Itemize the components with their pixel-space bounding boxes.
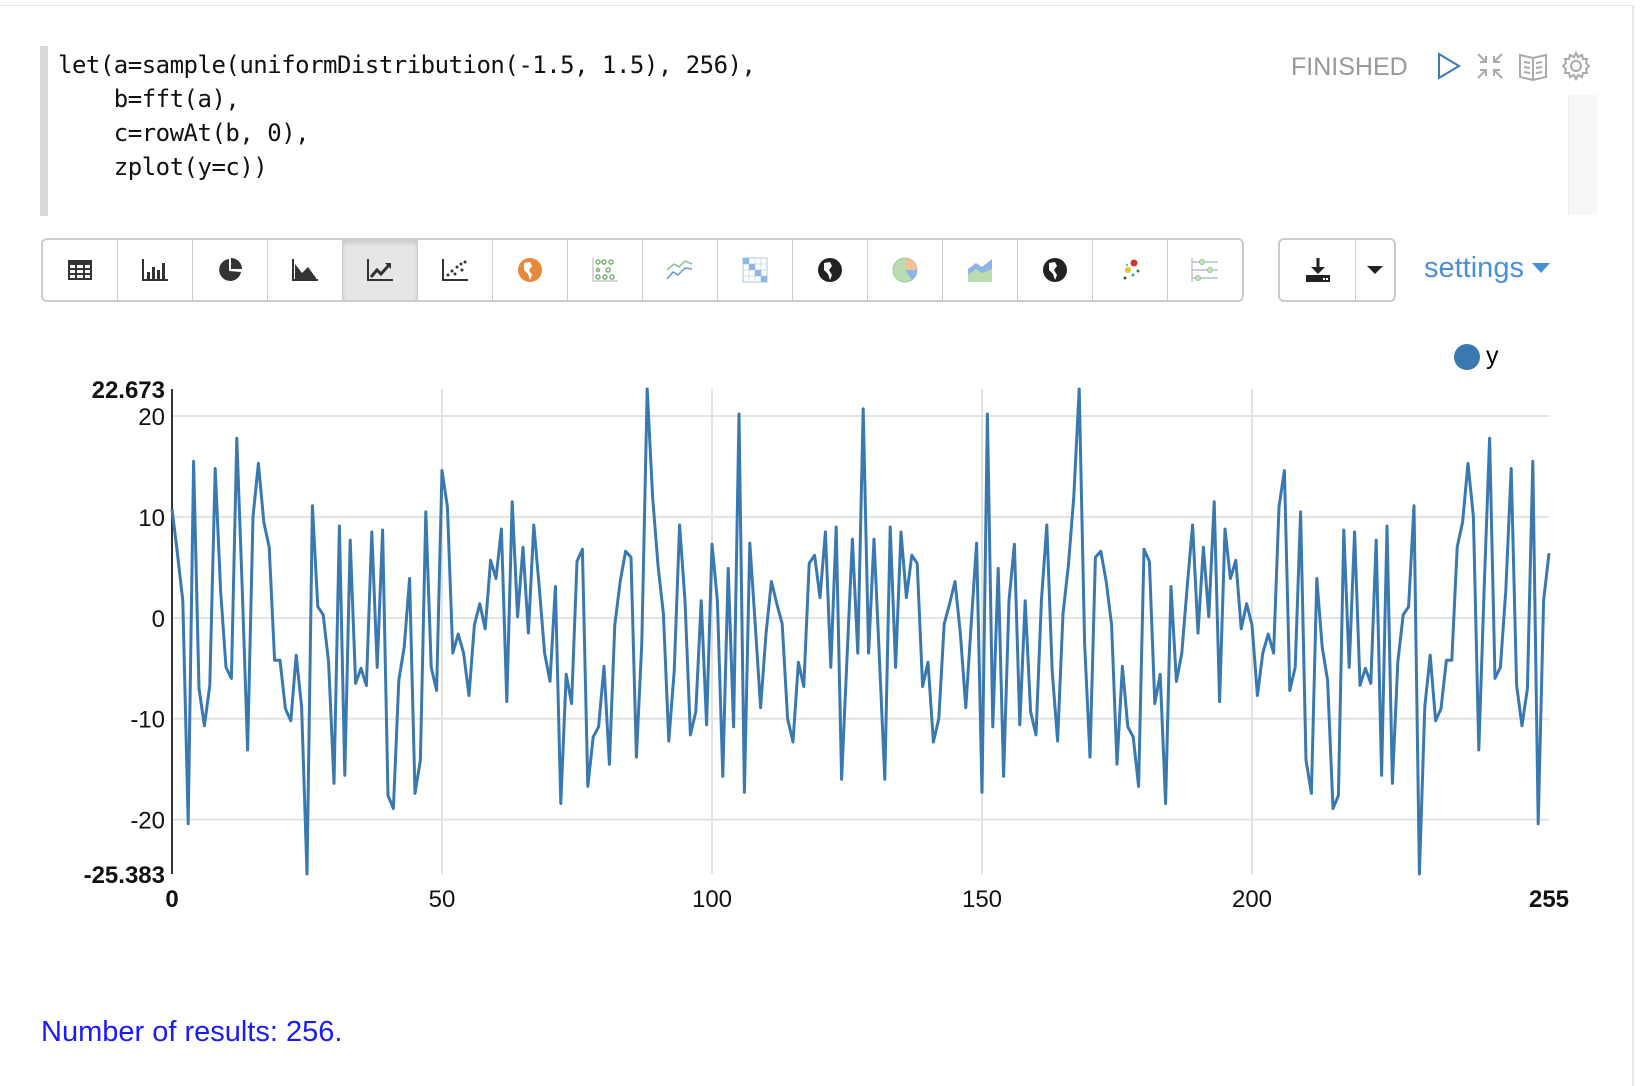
x-tick-label: 50: [429, 886, 456, 913]
download-icon: [1305, 258, 1330, 282]
download-dropdown-button[interactable]: [1356, 240, 1394, 300]
x-tick-label: 200: [1232, 886, 1272, 913]
x-tick-label: 0: [165, 886, 178, 913]
map-button[interactable]: [493, 240, 568, 300]
caret-down-icon: [1367, 266, 1384, 274]
x-tick-label: 150: [962, 886, 1002, 913]
settings-label: settings: [1424, 252, 1524, 284]
play-icon[interactable]: [1432, 50, 1464, 82]
multi-line-chart-button[interactable]: [643, 240, 718, 300]
series-line-y: [170, 387, 1551, 876]
globe-icon: [818, 258, 842, 282]
code-editor[interactable]: let(a=sample(uniformDistribution(-1.5, 1…: [40, 46, 1603, 216]
y-tick-label: 0: [152, 606, 165, 633]
legend-label: y: [1486, 342, 1499, 370]
pie-chart-icon: [219, 258, 242, 281]
scatter-color-button[interactable]: [1093, 240, 1168, 300]
scatter-chart-button[interactable]: [418, 240, 493, 300]
code-line: b=fft(a),: [58, 85, 240, 113]
book-icon[interactable]: [1517, 50, 1549, 82]
collapse-icon[interactable]: [1474, 50, 1506, 82]
paragraph-card: [0, 5, 1634, 1086]
code-line: zplot(y=c)): [58, 153, 268, 181]
timeline-icon: [1191, 258, 1218, 282]
area-chart-button[interactable]: [268, 240, 343, 300]
results-count: Number of results: 256.: [41, 1016, 343, 1048]
area-chart-icon: [292, 259, 318, 281]
globe-orange-icon: [518, 258, 542, 282]
stacked-area-icon: [968, 259, 992, 282]
timeline-button[interactable]: [1168, 240, 1242, 300]
download-button[interactable]: [1280, 240, 1357, 300]
scatter-chart-icon: [442, 259, 468, 281]
pie-chart-color-button[interactable]: [868, 240, 943, 300]
x-tick-label: 255: [1529, 886, 1569, 913]
chart-type-toolbar: [41, 238, 1244, 302]
line-chart-button[interactable]: [343, 240, 418, 300]
y-tick-label: 10: [138, 505, 165, 532]
table-icon: [68, 260, 92, 280]
gear-icon[interactable]: [1560, 50, 1592, 82]
chart-legend[interactable]: y: [1454, 342, 1499, 371]
line-chart-icon: [367, 259, 393, 281]
scatter-color-icon: [1123, 259, 1140, 280]
caret-down-icon: [1531, 263, 1550, 273]
y-tick-label: -25.383: [84, 862, 165, 889]
legend-swatch: [1454, 343, 1480, 370]
bubble-chart-icon: [592, 258, 618, 282]
y-tick-label: 22.673: [92, 377, 165, 404]
globe-button[interactable]: [793, 240, 868, 300]
editor-scrollbar[interactable]: [1568, 95, 1597, 215]
y-tick-label: -10: [130, 707, 165, 734]
status-label: FINISHED: [1291, 53, 1408, 81]
code-line: let(a=sample(uniformDistribution(-1.5, 1…: [58, 51, 756, 79]
table-button[interactable]: [43, 240, 118, 300]
multi-line-chart-icon: [666, 260, 693, 280]
pie-chart-color-icon: [892, 257, 918, 283]
download-button-group: [1278, 238, 1396, 302]
pie-chart-button[interactable]: [193, 240, 268, 300]
heatmap-button[interactable]: [718, 240, 793, 300]
y-tick-label: 20: [138, 404, 165, 431]
bubble-chart-button[interactable]: [568, 240, 643, 300]
globe-dark-icon: [1043, 258, 1067, 282]
y-tick-label: -20: [130, 808, 165, 835]
code-text[interactable]: let(a=sample(uniformDistribution(-1.5, 1…: [58, 48, 756, 184]
settings-dropdown[interactable]: settings: [1424, 252, 1550, 285]
heatmap-icon: [742, 257, 768, 283]
bar-chart-icon: [142, 259, 168, 281]
code-line: c=rowAt(b, 0),: [58, 119, 310, 147]
bar-chart-button[interactable]: [118, 240, 193, 300]
x-tick-label: 100: [692, 886, 732, 913]
stacked-area-button[interactable]: [943, 240, 1018, 300]
globe-dark-button[interactable]: [1018, 240, 1093, 300]
